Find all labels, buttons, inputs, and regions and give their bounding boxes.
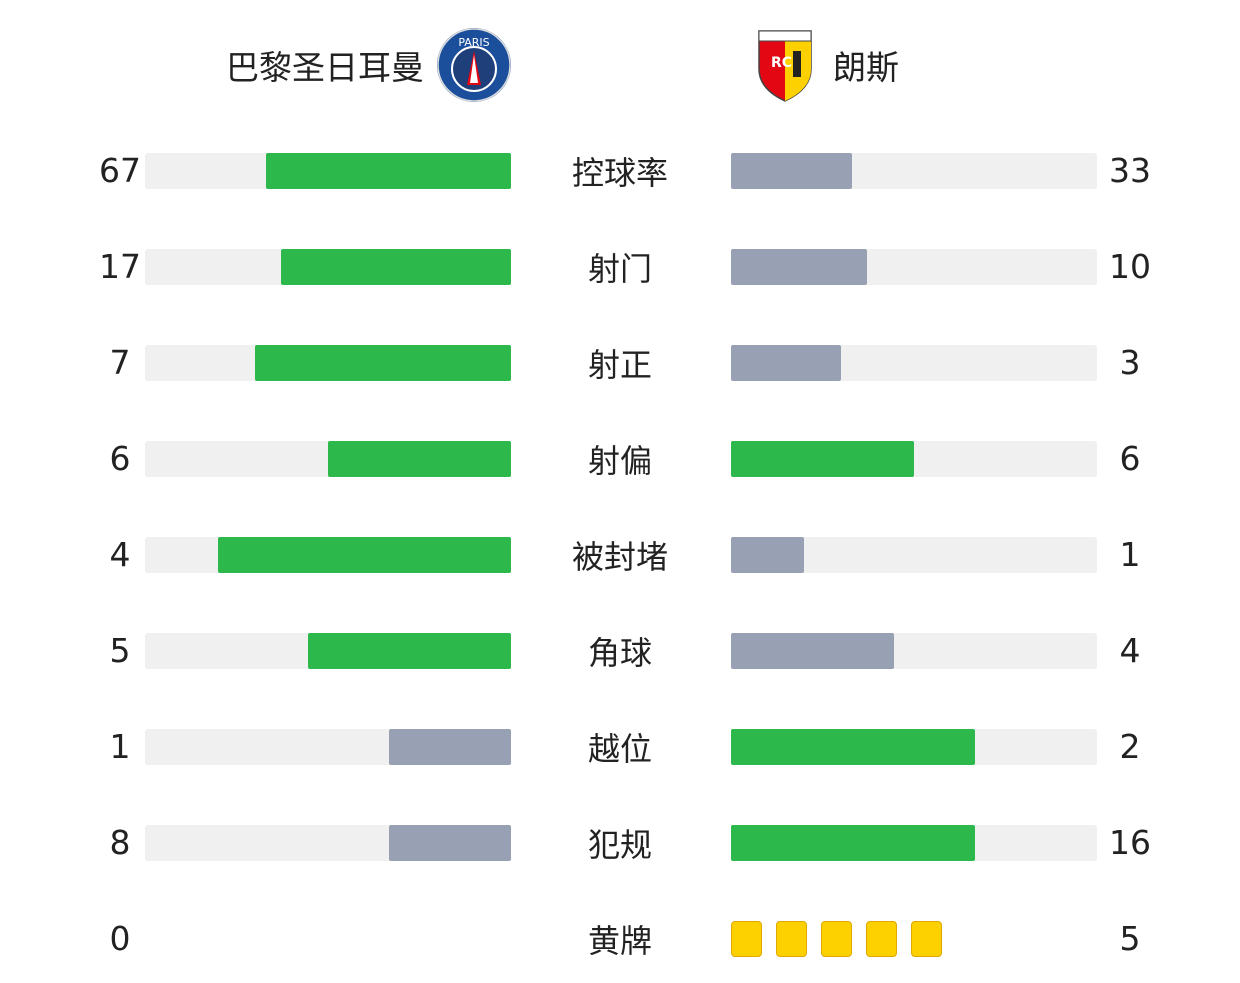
home-value: 1	[109, 727, 131, 766]
psg-logo-icon: PARIS	[437, 28, 511, 102]
stat-label: 射门	[587, 250, 652, 288]
home-value: 67	[99, 151, 141, 190]
yellow-card-icon	[866, 921, 897, 957]
home-bar-track	[145, 441, 511, 477]
away-bar-track	[731, 537, 1097, 573]
stat-label: 射偏	[587, 442, 652, 480]
stat-row: 1 越位 2	[0, 727, 1240, 768]
away-bar-track	[731, 729, 1097, 765]
stat-label: 越位	[587, 730, 652, 768]
away-bar-track	[731, 825, 1097, 861]
stat-label: 控球率	[571, 154, 668, 192]
home-value: 8	[109, 823, 131, 862]
away-value: 3	[1119, 343, 1141, 382]
away-value: 5	[1119, 919, 1141, 958]
home-bar-track	[145, 345, 511, 381]
home-value: 17	[99, 247, 141, 286]
away-value: 10	[1109, 247, 1151, 286]
home-bar-track	[145, 729, 511, 765]
home-bar-track	[145, 537, 511, 573]
stat-label: 角球	[587, 634, 652, 672]
away-bar-track	[731, 249, 1097, 285]
stat-row: 6 射偏 6	[0, 439, 1240, 480]
home-value: 6	[109, 439, 131, 478]
away-bar	[731, 345, 841, 381]
home-bar-track	[145, 153, 511, 189]
home-bar	[389, 729, 511, 765]
stat-label: 黄牌	[587, 922, 652, 960]
away-value: 6	[1119, 439, 1141, 478]
away-bar	[731, 537, 805, 573]
home-value: 4	[109, 535, 131, 574]
yellow-card-icon	[776, 921, 807, 957]
away-value: 4	[1119, 631, 1141, 670]
stat-row: 4 被封堵 1	[0, 535, 1240, 576]
home-bar	[254, 345, 511, 381]
away-value: 2	[1119, 727, 1141, 766]
yellow-card-icon	[731, 921, 762, 957]
home-value: 5	[109, 631, 131, 670]
away-value: 16	[1109, 823, 1151, 862]
home-bar	[328, 441, 511, 477]
away-team-name: 朗斯	[833, 48, 899, 87]
away-bar-track	[731, 153, 1097, 189]
yellow-card-icon	[911, 921, 942, 957]
home-bar-track	[145, 825, 511, 861]
stat-label: 被封堵	[571, 538, 668, 576]
away-bar	[731, 441, 914, 477]
home-bar-track	[145, 633, 511, 669]
home-bar-track	[145, 249, 511, 285]
away-bar-track	[731, 441, 1097, 477]
home-value: 7	[109, 343, 131, 382]
stat-row: 5 角球 4	[0, 631, 1240, 672]
home-bar	[265, 153, 511, 189]
home-bar	[218, 537, 511, 573]
stat-label: 射正	[587, 346, 652, 384]
home-team[interactable]: 巴黎圣日耳曼 PARIS	[226, 28, 512, 102]
stat-row: 17 射门 10	[0, 247, 1240, 288]
away-bar	[731, 825, 975, 861]
home-bar	[307, 633, 511, 669]
stat-label: 犯规	[587, 826, 652, 864]
away-bar	[731, 153, 852, 189]
stat-row: 8 犯规 16	[0, 823, 1240, 864]
away-value: 33	[1109, 151, 1151, 190]
away-bar	[731, 633, 894, 669]
stat-row: 67 控球率 33	[0, 151, 1240, 192]
yellow-card-icon	[821, 921, 852, 957]
away-bar-track	[731, 633, 1097, 669]
stat-row: 7 射正 3	[0, 343, 1240, 384]
away-bar	[731, 249, 867, 285]
stat-row: 0 黄牌 5	[0, 919, 1240, 960]
rc-lens-logo-icon: RCL	[758, 30, 812, 102]
away-value: 1	[1119, 535, 1141, 574]
away-team[interactable]: RCL 朗斯	[757, 30, 899, 102]
away-bar	[731, 729, 975, 765]
away-bar-track	[731, 345, 1097, 381]
home-bar	[280, 249, 511, 285]
home-value: 0	[109, 919, 131, 958]
home-bar	[389, 825, 511, 861]
svg-text:PARIS: PARIS	[458, 36, 489, 49]
home-team-name: 巴黎圣日耳曼	[226, 48, 424, 87]
